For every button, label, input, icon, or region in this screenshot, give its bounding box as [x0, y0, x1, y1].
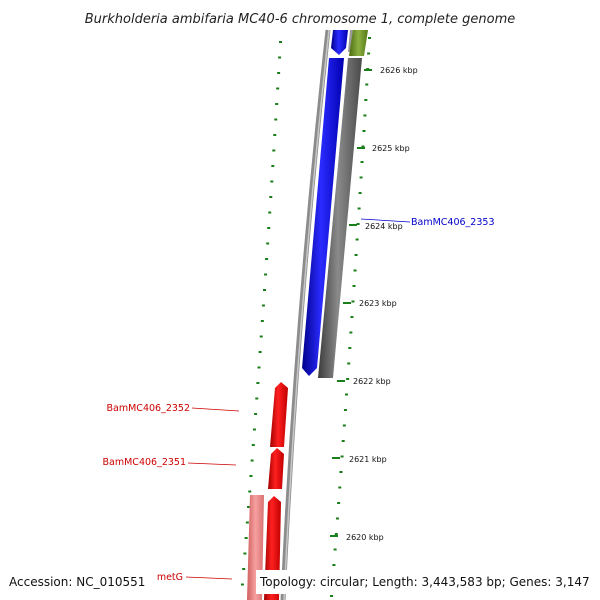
leader-BamMC406_2353 — [360, 218, 411, 223]
scale-label-2622: 2622 kbp — [353, 377, 391, 386]
scale-label-2621: 2621 kbp — [349, 455, 387, 464]
scale-label-2626: 2626 kbp — [380, 66, 418, 75]
gene-label-BamMC406_2352[interactable]: BamMC406_2352 — [107, 403, 190, 414]
gray-feature-band — [318, 58, 362, 378]
scale-label-2620: 2620 kbp — [346, 533, 384, 542]
scale-label-2624: 2624 kbp — [365, 222, 403, 231]
gene-label-metG[interactable]: metG — [157, 572, 183, 583]
backbone-highlight — [283, 29, 330, 600]
footer-topology: Topology: circular; Length: 3,443,583 bp… — [259, 575, 590, 589]
scale-ticks — [330, 69, 372, 537]
gene-BamMC406_2351[interactable] — [268, 448, 284, 489]
gene-label-BamMC406_2353[interactable]: BamMC406_2353 — [411, 217, 494, 228]
leader-BamMC406_2351 — [187, 462, 237, 466]
footer-accession: Accession: NC_010551 — [9, 575, 145, 589]
map-title: Burkholderia ambifaria MC40-6 chromosome… — [85, 12, 515, 27]
olive-feature — [349, 30, 368, 56]
outer-dotted-ring — [330, 37, 371, 597]
gene-BamMC406_2352[interactable] — [270, 382, 288, 447]
scale-label-2625: 2625 kbp — [372, 144, 410, 153]
footer-topology-bg — [256, 570, 594, 594]
backbone-line — [280, 29, 331, 600]
gene-BamMC406_2353-upper[interactable] — [331, 30, 348, 55]
gene-BamMC406_2353[interactable] — [302, 58, 344, 376]
leader-BamMC406_2352 — [191, 407, 240, 412]
inner-dotted-ring — [240, 41, 282, 586]
scale-label-2623: 2623 kbp — [359, 299, 397, 308]
gene-label-BamMC406_2351[interactable]: BamMC406_2351 — [103, 457, 186, 468]
leader-metG — [185, 576, 233, 580]
